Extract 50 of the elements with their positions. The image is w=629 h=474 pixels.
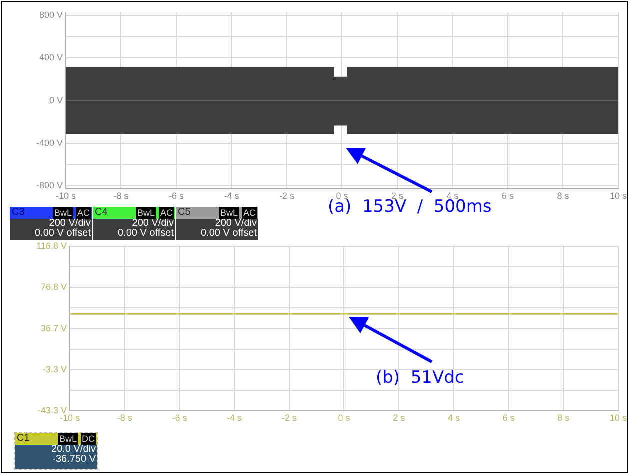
text: 200 V/div [131, 218, 175, 229]
text: BwL [58, 433, 78, 445]
text: AC [242, 207, 257, 219]
text: BwL [136, 207, 156, 219]
x-tick-label: -2 s [282, 413, 298, 424]
text: 0.00 V offset [34, 228, 92, 239]
text: DC [81, 433, 96, 445]
text: -36.750 V [52, 454, 97, 465]
x-tick-label: -4 s [227, 413, 243, 424]
x-tick-label: 0 s [338, 413, 351, 424]
y-tick-label: 0 V [49, 95, 63, 106]
y-tick-label: -3.3 V [42, 364, 67, 375]
x-tick-label: -4 s [224, 191, 240, 202]
text: 200 V/div [214, 218, 258, 229]
x-tick-label: 2 s [393, 413, 406, 424]
text: 0.00 V offset [200, 228, 258, 239]
x-tick-label: -10 s [56, 191, 76, 202]
y-tick-label: -400 V [36, 138, 63, 148]
text: AC [76, 207, 91, 219]
text: BwL [219, 207, 239, 219]
y-tick-label: 800 V [39, 10, 63, 20]
text: 200 V/div [48, 218, 92, 229]
x-tick-label: -6 s [172, 413, 188, 424]
x-tick-label: 6 s [502, 191, 514, 202]
x-tick-label: -2 s [279, 191, 295, 202]
x-tick-label: 10 s [610, 413, 628, 424]
y-tick-label: 76.8 V [40, 282, 67, 292]
y-tick-label: -800 V [36, 180, 63, 190]
text: C1 [17, 433, 30, 445]
y-tick-label: 36.7 V [40, 323, 67, 334]
text: C3 [12, 207, 25, 219]
x-tick-label: -6 s [168, 191, 184, 202]
annotation: (b) 51Vdc [376, 368, 464, 388]
text: C5 [178, 207, 191, 219]
text: C4 [95, 207, 108, 219]
y-tick-label: -43.3 V [38, 406, 67, 416]
text: 0.00 V offset [117, 228, 175, 239]
y-tick-label: 400 V [39, 52, 63, 63]
x-tick-label: 10 s [610, 191, 628, 202]
x-tick-label: -10 s [60, 413, 80, 424]
text: AC [159, 207, 174, 219]
y-tick-label: 116.8 V [36, 240, 67, 251]
x-tick-label: 4 s [448, 413, 460, 424]
text: 20.0 V/div [50, 444, 97, 455]
x-tick-label: 8 s [558, 413, 570, 424]
x-tick-label: -8 s [114, 191, 130, 202]
x-tick-label: -8 s [117, 413, 133, 424]
text: BwL [53, 207, 73, 219]
x-tick-label: 6 s [502, 413, 516, 424]
x-tick-label: 8 s [557, 191, 570, 202]
